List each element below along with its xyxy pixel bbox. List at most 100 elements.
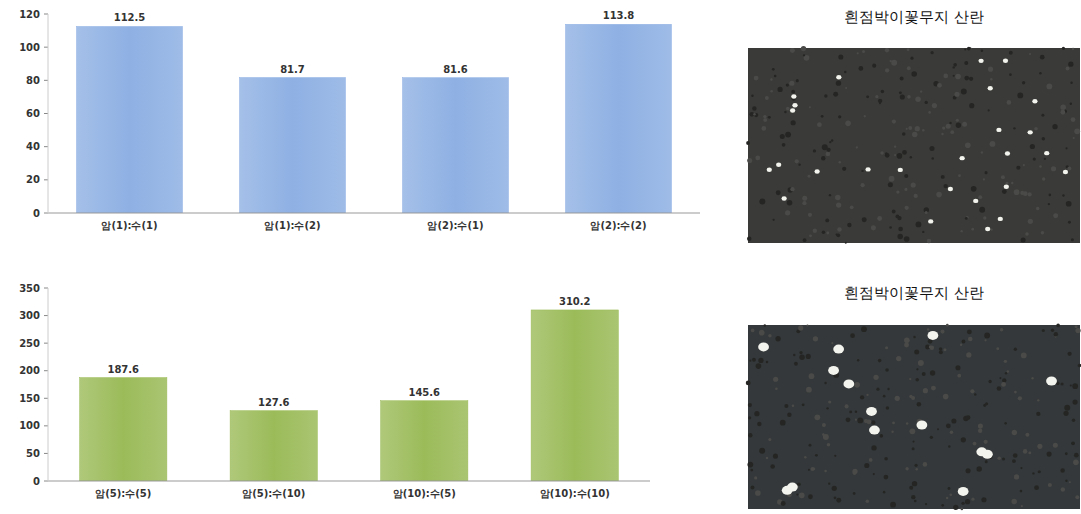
soil-grain <box>845 121 851 127</box>
soil-grain <box>953 63 957 67</box>
soil-grain <box>754 113 758 117</box>
soil-grain <box>866 394 868 396</box>
y-tick <box>44 179 48 180</box>
soil-grain <box>911 71 917 77</box>
soil-grain <box>905 206 909 210</box>
y-tick <box>44 288 48 289</box>
soil-grain <box>1038 470 1041 473</box>
soil-grain <box>747 158 752 163</box>
soil-grain <box>1048 203 1050 205</box>
soil-grain <box>799 492 805 498</box>
soil-grain <box>838 115 841 118</box>
soil-grain <box>822 144 828 150</box>
soil-grain <box>1075 325 1078 328</box>
soil-grain <box>988 109 990 111</box>
egg <box>982 450 993 459</box>
soil-grain <box>891 431 893 433</box>
soil-grain <box>1068 62 1073 67</box>
soil-grain <box>988 67 993 72</box>
soil-grain <box>1034 127 1038 131</box>
soil-grain <box>981 50 984 53</box>
x-tick-label: 암(10):수(10) <box>540 488 610 499</box>
soil-grain <box>1020 467 1022 469</box>
soil-grain <box>749 360 751 362</box>
soil-grain <box>1014 474 1019 479</box>
soil-grain <box>825 218 829 222</box>
soil-grain <box>954 92 959 97</box>
soil-grain <box>988 380 991 383</box>
soil-grain <box>1071 441 1075 445</box>
soil-grain <box>1078 364 1081 368</box>
soil-grain <box>886 406 890 410</box>
soil-grain <box>895 215 899 219</box>
soil-grain <box>855 411 858 414</box>
photo <box>746 324 1081 511</box>
soil-grain <box>885 346 888 349</box>
soil-grain <box>855 419 857 421</box>
egg <box>782 486 793 495</box>
y-tick <box>44 14 48 15</box>
soil-grain <box>1017 93 1023 99</box>
soil-grain <box>915 96 921 102</box>
soil-grain <box>930 436 933 439</box>
soil-grain <box>1002 378 1006 382</box>
y-tick-label: 200 <box>19 365 40 376</box>
x-tick-label: 암(5):수(10) <box>242 488 305 499</box>
x-tick-label: 암(1):수(1) <box>101 220 157 231</box>
soil-grain <box>895 396 900 401</box>
soil-grain <box>804 55 810 61</box>
soil-grain <box>796 79 799 82</box>
soil-grain <box>941 175 945 179</box>
soil-grain <box>864 115 866 117</box>
soil-grain <box>884 475 889 480</box>
soil-grain <box>836 498 841 503</box>
soil-grain <box>1051 166 1056 171</box>
soil-grain <box>971 498 974 501</box>
soil-grain <box>1033 157 1036 160</box>
soil-grain <box>836 80 841 85</box>
soil-grain <box>978 195 982 199</box>
soil-grain <box>759 448 765 454</box>
soil-grain <box>912 481 917 486</box>
soil-grain <box>1016 166 1020 170</box>
soil-grain <box>966 352 971 357</box>
soil-grain <box>892 210 896 214</box>
soil-grain <box>965 499 970 504</box>
soil-grain <box>943 394 949 400</box>
soil-grain <box>953 505 958 510</box>
soil-grain <box>866 95 869 98</box>
soil-grain <box>915 468 918 471</box>
soil-grain <box>909 428 915 434</box>
soil-grain <box>856 146 858 148</box>
soil-grain <box>1042 177 1045 180</box>
soil-grain <box>831 139 833 141</box>
soil-grain <box>981 151 983 153</box>
soil-grain <box>1023 191 1028 196</box>
soil-grain <box>1071 117 1076 122</box>
y-tick-label: 0 <box>33 476 40 487</box>
soil-grain <box>802 403 805 406</box>
soil-grain <box>911 182 916 187</box>
soil-grain <box>1065 147 1067 149</box>
y-tick <box>44 398 48 399</box>
soil-grain <box>1012 459 1016 463</box>
soil-grain <box>1053 443 1058 448</box>
soil-grain <box>813 229 817 233</box>
soil-grain <box>946 423 951 428</box>
egg <box>988 86 993 90</box>
soil-grain <box>1014 189 1020 195</box>
soil-grain <box>999 377 1001 379</box>
soil-grain <box>958 174 961 177</box>
soil-grain <box>756 363 762 369</box>
soil-grain <box>984 171 987 174</box>
egg <box>996 128 1001 132</box>
soil-grain <box>953 75 955 77</box>
egg <box>973 199 978 203</box>
soil-grain <box>775 336 780 341</box>
y-tick-label: 300 <box>19 310 40 321</box>
soil-grain <box>1014 391 1017 394</box>
soil-grain <box>951 418 956 423</box>
y-tick <box>44 80 48 81</box>
soil-grain <box>746 141 750 145</box>
soil-grain <box>759 199 765 205</box>
